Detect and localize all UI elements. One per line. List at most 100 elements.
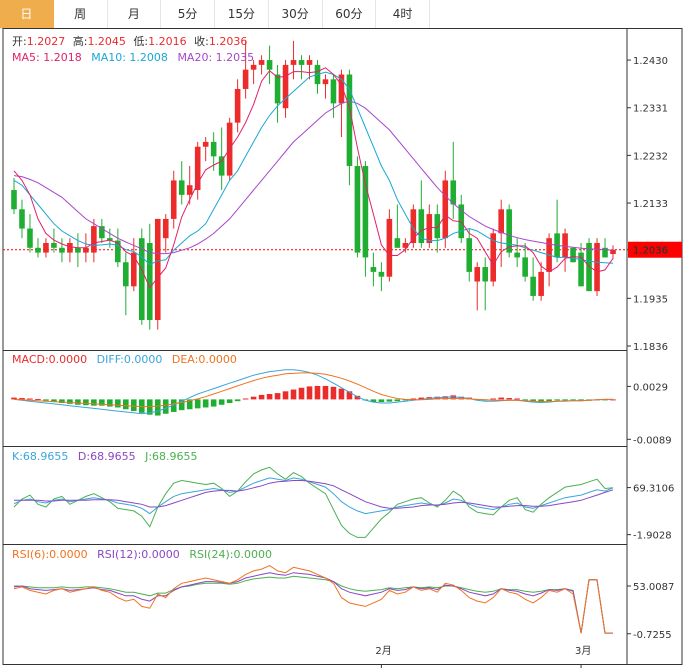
macd-bar	[530, 399, 536, 402]
kdj-tick-label: -1.9028	[633, 531, 672, 542]
macd-bar	[570, 399, 576, 401]
candle-body	[410, 209, 417, 243]
kdj-tick-label: 69.3106	[633, 484, 674, 495]
candle-body	[602, 247, 608, 258]
macd-bar	[554, 399, 560, 401]
candle-body	[210, 141, 217, 157]
candle-body	[11, 190, 17, 210]
candle-body	[594, 242, 600, 292]
candle-body	[330, 79, 337, 104]
macd-bar	[450, 395, 457, 400]
candle-body	[474, 267, 481, 282]
rsi12-line	[13, 572, 613, 634]
tab-0[interactable]: 日	[0, 0, 54, 28]
candle-body	[506, 209, 512, 253]
candle-body	[394, 238, 401, 248]
candle-body	[586, 242, 592, 292]
macd-bar	[107, 399, 113, 407]
price-tick-label: 1.1935	[633, 294, 668, 305]
current-price-label: 1.2036	[633, 246, 668, 257]
d-line	[14, 480, 614, 509]
candle-body	[115, 240, 121, 263]
price-tick-label: 1.2036	[633, 246, 668, 257]
candle-body	[67, 242, 73, 253]
tab-3[interactable]: 5分	[161, 0, 215, 28]
candle-body	[138, 238, 145, 321]
macd-bar	[322, 385, 329, 400]
ma20-line	[13, 100, 614, 255]
macd-bar	[562, 399, 568, 401]
candle-body	[27, 228, 33, 248]
macd-bar	[546, 399, 552, 402]
ma10-line	[13, 71, 614, 266]
macd-bar	[170, 399, 177, 412]
candle-body	[123, 262, 129, 287]
macd-bar	[394, 399, 401, 402]
candle-body	[578, 252, 584, 287]
candle-body	[170, 180, 177, 219]
candle-body	[19, 209, 25, 229]
candle-body	[43, 242, 49, 253]
tab-2[interactable]: 月	[107, 0, 162, 28]
macd-bar	[498, 397, 504, 400]
rsi6-line	[13, 565, 613, 634]
candle-body	[370, 267, 377, 272]
candle-body	[354, 165, 361, 253]
macd-bar	[346, 391, 353, 400]
candle-body	[75, 247, 81, 253]
candle-body	[538, 271, 544, 296]
legend-rsi: RSI(6):0.0000 RSI(12):0.0000 RSI(24):0.0…	[12, 548, 272, 561]
macd-bar	[194, 399, 201, 409]
macd-bar	[162, 399, 169, 414]
candle-body	[258, 60, 265, 65]
macd-bar	[27, 398, 33, 400]
macd-bar	[91, 399, 97, 406]
macd-bar	[378, 399, 385, 403]
tab-5[interactable]: 30分	[268, 0, 323, 28]
candle-body	[131, 252, 137, 287]
macd-bar	[178, 399, 185, 411]
candle-body	[282, 64, 289, 109]
price-tick-label: 1.2430	[633, 56, 668, 67]
candle-body	[418, 209, 425, 243]
legend-kdj: K:68.9655 D:68.9655 J:68.9655	[12, 450, 198, 463]
rsi24-line	[14, 575, 613, 634]
current-price-tag	[628, 241, 682, 258]
tab-4[interactable]: 15分	[215, 0, 269, 28]
macd-bar	[490, 398, 496, 400]
k-line	[13, 477, 614, 515]
candle-body	[378, 271, 385, 277]
candle-body	[234, 88, 241, 123]
tab-7[interactable]: 4时	[376, 0, 430, 28]
j-line	[13, 466, 614, 538]
candle-body	[442, 180, 449, 239]
candle-body	[514, 252, 520, 258]
candle-body	[266, 60, 273, 70]
tab-1[interactable]: 周	[53, 0, 108, 28]
candle-body	[218, 156, 225, 176]
panel-frame-3	[2, 544, 628, 665]
macd-bar	[242, 398, 249, 400]
diff-line	[13, 369, 613, 415]
macd-bar	[506, 398, 512, 400]
candle-body	[83, 247, 89, 253]
legend-macd: MACD:0.0000 DIFF:0.0000 DEA:0.0000	[12, 353, 237, 366]
candle-body	[570, 247, 576, 263]
candle-body	[306, 60, 313, 65]
macd-bar	[154, 399, 161, 416]
macd-bar	[578, 399, 584, 401]
macd-bar	[186, 399, 193, 410]
candle-body	[35, 247, 41, 253]
macd-bar	[99, 399, 105, 406]
candle-body	[466, 238, 473, 272]
legend-ma20: MA20: 1.2035	[177, 51, 254, 64]
chart-canvas: 1.2430 1.2331 1.2232 1.2133 1.2036 1.1935 1.18…	[2, 28, 683, 668]
candle-body	[490, 233, 496, 282]
macd-bar	[35, 398, 41, 400]
macd-bar	[19, 398, 25, 400]
tab-6[interactable]: 60分	[322, 0, 377, 28]
ma5-line	[13, 67, 614, 289]
candle-body	[498, 209, 504, 234]
candle-body	[186, 185, 193, 195]
price-tick-label: 1.2232	[633, 151, 668, 162]
